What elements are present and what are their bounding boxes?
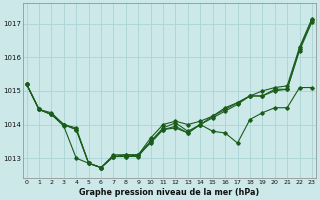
X-axis label: Graphe pression niveau de la mer (hPa): Graphe pression niveau de la mer (hPa) — [79, 188, 260, 197]
